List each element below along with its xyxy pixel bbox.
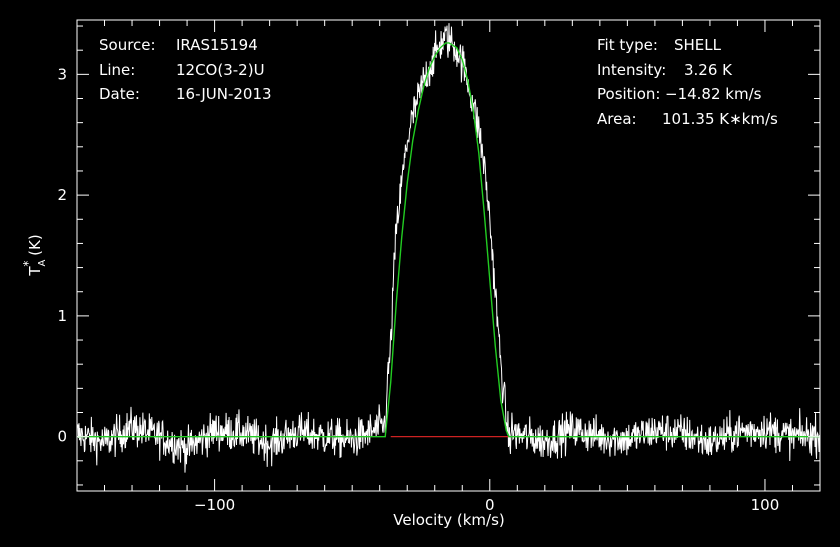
header-intensity-key: Intensity: [597, 61, 666, 79]
header-date-key: Date: [99, 85, 140, 103]
x-tick-label: 0 [485, 496, 495, 514]
y-tick-label: 1 [57, 307, 67, 325]
header-fittype-key: Fit type: [597, 36, 658, 54]
axes-layer: −100 0 100 0 1 2 3 [57, 19, 821, 514]
x-tick-label: 100 [751, 496, 780, 514]
header-source-value: IRAS15194 [176, 36, 258, 54]
header-area-key: Area: [597, 110, 637, 128]
x-axis-label: Velocity (km/s) [393, 511, 504, 529]
series-layer [76, 23, 820, 473]
plot-frame [76, 19, 821, 492]
header-area-value: 101.35 K∗km/s [662, 110, 778, 128]
header-line-key: Line: [99, 61, 135, 79]
header-fittype-value: SHELL [674, 36, 722, 54]
header-line-value: 12CO(3-2)U [176, 61, 265, 79]
header-source-key: Source: [99, 36, 156, 54]
header-right: Fit type: SHELL Intensity: 3.26 K Positi… [597, 36, 778, 128]
y-tick-label: 2 [57, 186, 67, 204]
svg-text:TA* (K): TA* (K) [21, 234, 48, 276]
header-left: Source: IRAS15194 Line: 12CO(3-2)U Date:… [99, 36, 272, 103]
y-tick-label: 0 [57, 428, 67, 446]
y-tick-label: 3 [57, 65, 67, 83]
header-position-key: Position: [597, 85, 660, 103]
fit-line [77, 42, 820, 438]
header-date-value: 16-JUN-2013 [176, 85, 272, 103]
header-position-value: −14.82 km/s [665, 85, 762, 103]
header-intensity-value: 3.26 K [684, 61, 733, 79]
y-axis-label: TA* (K) [21, 234, 48, 276]
x-tick-label: −100 [194, 496, 235, 514]
